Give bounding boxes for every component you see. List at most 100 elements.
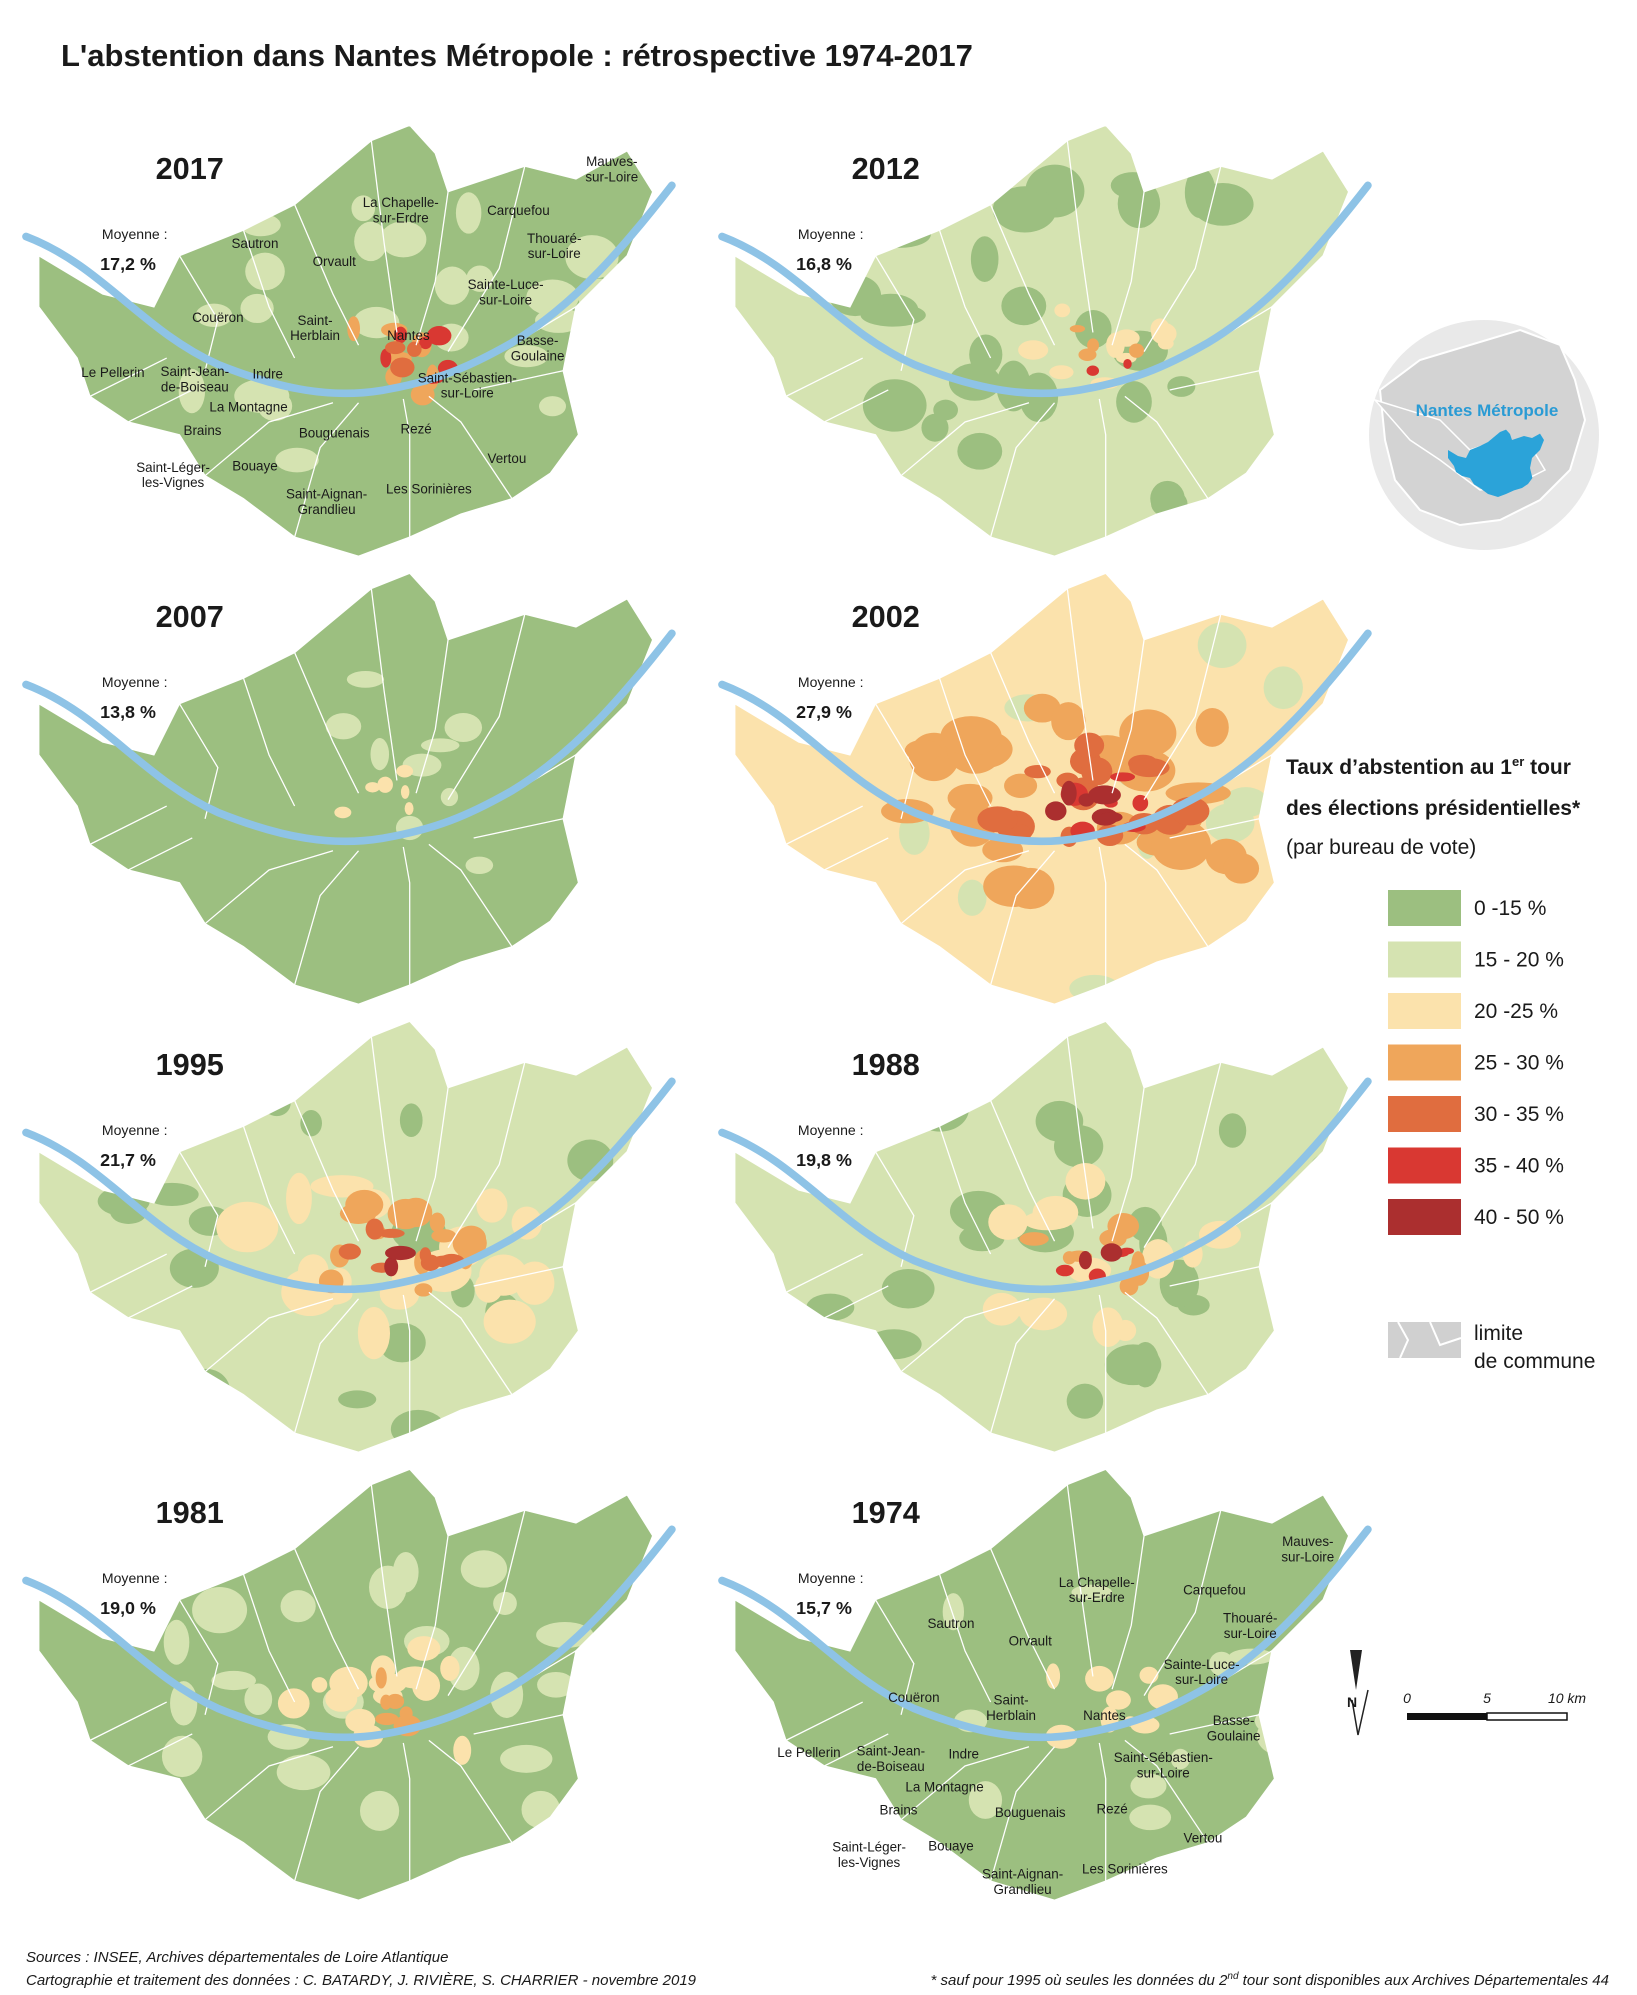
commune-border <box>1066 140 1094 333</box>
year: 1988 <box>852 1047 920 1082</box>
commune-border <box>990 1548 1056 1690</box>
polling-area <box>493 1591 517 1615</box>
commune-border <box>415 639 449 794</box>
mean-label: Moyenne : <box>798 226 864 242</box>
commune-border <box>204 402 334 477</box>
commune-border <box>1143 166 1222 352</box>
polling-area <box>1054 303 1071 318</box>
commune-label: Sainte-Luce- <box>1164 1657 1240 1672</box>
polling-area <box>521 1790 561 1829</box>
mean-value: 17,2 % <box>100 254 156 274</box>
polling-area <box>1074 310 1112 349</box>
commune-border <box>204 1746 334 1821</box>
polling-area <box>245 252 285 291</box>
polling-area <box>1170 1748 1190 1770</box>
year: 2002 <box>852 599 920 634</box>
polling-area <box>1128 343 1145 358</box>
commune-label: Basse- <box>1213 1713 1255 1728</box>
commune-border <box>242 677 296 807</box>
mean-value: 15,7 % <box>796 1598 852 1618</box>
polling-area <box>286 1172 312 1225</box>
polling-area <box>407 341 422 357</box>
commune-border <box>1066 1484 1094 1677</box>
polling-area <box>161 1735 203 1778</box>
mean-value: 19,8 % <box>796 1150 852 1170</box>
commune-label: Nantes <box>1083 1708 1126 1723</box>
commune-border <box>900 850 1030 925</box>
commune-border <box>89 1253 167 1293</box>
river <box>718 629 1372 846</box>
commune-border <box>370 1036 398 1229</box>
commune-border <box>1111 639 1145 794</box>
polling-area <box>1110 772 1136 782</box>
legend-label: 35 - 40 % <box>1474 1155 1564 1178</box>
commune-border <box>402 398 411 538</box>
commune-border <box>990 1100 1056 1242</box>
polling-area <box>957 879 987 916</box>
polling-area <box>329 1666 368 1700</box>
commune-border <box>1098 846 1107 986</box>
polling-area <box>387 1198 424 1230</box>
polling-area <box>933 399 958 421</box>
map-panel: 1981 Moyenne : 19,0 % <box>22 1468 676 1901</box>
polling-area <box>240 213 281 237</box>
commune-area <box>38 125 653 557</box>
polling-area <box>1218 1113 1247 1148</box>
commune-label: Rezé <box>400 421 431 436</box>
commune-area <box>734 573 1349 1005</box>
river <box>22 1525 676 1742</box>
commune-label: Saint- <box>994 1693 1029 1708</box>
polling-area <box>300 1109 322 1137</box>
commune-label: Couëron <box>192 310 243 325</box>
commune-border <box>447 614 526 800</box>
commune-border <box>293 1298 360 1434</box>
commune-label: sur-Loire <box>441 386 494 401</box>
commune-border <box>785 1253 863 1293</box>
polling-area <box>163 1619 190 1665</box>
commune-border <box>1143 614 1222 800</box>
commune-border <box>447 1510 526 1696</box>
polling-area <box>957 432 1003 470</box>
legend-title: des élections présidentielles* <box>1286 797 1581 820</box>
polling-area <box>426 326 452 346</box>
commune-border <box>128 389 193 423</box>
polling-area <box>216 1201 279 1253</box>
river <box>22 181 676 398</box>
polling-area <box>195 303 233 327</box>
polling-area <box>460 1550 508 1588</box>
commune-label: les-Vignes <box>142 475 205 490</box>
legend-label: 25 - 30 % <box>1474 1052 1564 1075</box>
legend-label: 15 - 20 % <box>1474 949 1564 972</box>
commune-border <box>1124 843 1209 948</box>
legend: Taux d’abstention au 1er tour des électi… <box>1286 754 1595 1373</box>
polling-area <box>1069 974 1120 1002</box>
polling-area <box>1129 1804 1172 1831</box>
commune-label: Goulaine <box>511 349 565 364</box>
year: 2007 <box>156 599 224 634</box>
polling-area <box>1046 1663 1061 1689</box>
commune-border <box>874 1599 915 1715</box>
polling-area <box>211 1670 257 1691</box>
commune-label: Sautron <box>927 1616 974 1631</box>
commune-outline <box>734 1020 1350 1453</box>
commune-border <box>1143 1510 1222 1696</box>
commune-label: Sainte-Luce- <box>468 277 544 292</box>
commune-label: Indre <box>948 1746 979 1761</box>
polling-area <box>1092 1307 1124 1347</box>
commune-border <box>1169 1714 1260 1735</box>
commune-border <box>824 389 889 423</box>
commune-label: sur-Loire <box>1281 1549 1334 1564</box>
polling-area <box>910 1086 969 1132</box>
commune-label: sur-Loire <box>1224 1626 1277 1641</box>
commune-label: Carquefou <box>1183 1583 1246 1598</box>
commune-label: Brains <box>880 1803 918 1818</box>
polling-area <box>860 303 926 327</box>
legend-swatch <box>1388 890 1461 926</box>
polling-area <box>1350 1242 1388 1267</box>
commune-border <box>293 1746 360 1882</box>
polling-area <box>868 220 931 248</box>
polling-area <box>380 221 427 258</box>
commune-outline <box>38 572 654 1005</box>
polling-area <box>576 751 617 770</box>
polling-area <box>1051 702 1086 741</box>
